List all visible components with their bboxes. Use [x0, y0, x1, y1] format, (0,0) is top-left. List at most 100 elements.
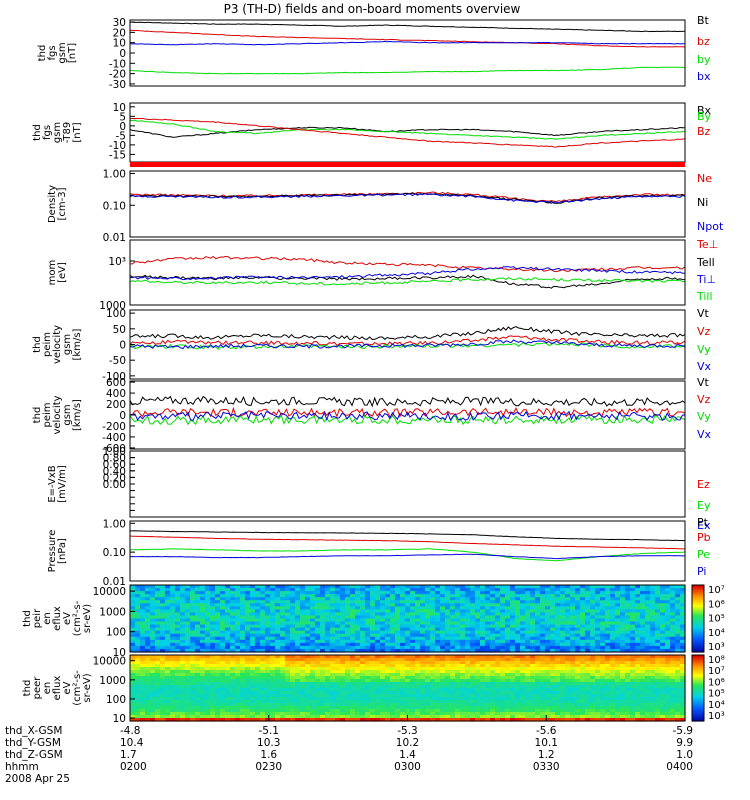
spectrogram-cell [450, 630, 456, 635]
spectrogram-cell [480, 603, 486, 607]
spectrogram-cell [595, 673, 601, 677]
spectrogram-cell [340, 682, 346, 686]
spectrogram-cell [475, 627, 481, 632]
spectrogram-cell [240, 621, 246, 626]
spectrogram-cell [370, 682, 376, 686]
spectrogram-cell [305, 664, 311, 668]
spectrogram-cell [630, 609, 636, 614]
spectrogram-cell [460, 676, 466, 680]
spectrogram-cell [210, 712, 216, 716]
spectrogram-cell [655, 670, 661, 674]
colorbar-segment [692, 635, 704, 638]
spectrogram-cell [395, 700, 401, 704]
spectrogram-cell [460, 624, 466, 629]
spectrogram-cell [590, 585, 596, 589]
spectrogram-cell [295, 597, 301, 601]
spectrogram-cell [405, 673, 411, 677]
spectrogram-cell [300, 603, 306, 607]
spectrogram-cell [390, 655, 396, 659]
spectrogram-cell [325, 597, 331, 601]
spectrogram-cell [435, 636, 441, 641]
spectrogram-cell [235, 642, 241, 647]
spectrogram-cell [435, 609, 441, 614]
spectrogram-cell [670, 648, 676, 653]
spectrogram-cell [250, 606, 256, 610]
spectrogram-cell [150, 685, 156, 689]
spectrogram-cell [490, 624, 496, 629]
spectrogram-cell [135, 636, 141, 641]
spectrogram-cell [680, 636, 686, 641]
spectrogram-cell [670, 691, 676, 695]
spectrogram-cell [275, 606, 281, 610]
spectrogram-cell [470, 658, 476, 662]
spectrogram-cell [420, 661, 426, 665]
spectrogram-cell [265, 603, 271, 607]
spectrogram-cell [185, 645, 191, 650]
spectrogram-cell [525, 606, 531, 610]
spectrogram-cell [260, 603, 266, 607]
spectrogram-cell [600, 667, 606, 671]
spectrogram-cell [310, 585, 316, 589]
spectrogram-cell [500, 691, 506, 695]
spectrogram-cell [570, 636, 576, 641]
colorbar-segment [692, 606, 704, 610]
spectrogram-cell [400, 600, 406, 604]
spectrogram-cell [210, 685, 216, 689]
spectrogram-cell [465, 661, 471, 665]
spectrogram-cell [475, 670, 481, 674]
spectrogram-cell [595, 648, 601, 653]
spectrogram-cell [625, 706, 631, 710]
spectrogram-cell [275, 645, 281, 650]
spectrogram-cell [175, 661, 181, 665]
spectrogram-cell [445, 694, 451, 698]
spectrogram-cell [545, 648, 551, 653]
spectrogram-cell [605, 627, 611, 632]
spectrogram-cell [245, 676, 251, 680]
spectrogram-cell [160, 700, 166, 704]
spectrogram-cell [580, 661, 586, 665]
spectrogram-cell [280, 673, 286, 677]
spectrogram-cell [510, 670, 516, 674]
spectrogram-cell [360, 600, 366, 604]
spectrogram-cell [375, 682, 381, 686]
spectrogram-cell [525, 673, 531, 677]
spectrogram-cell [600, 648, 606, 653]
spectrogram-cell [325, 667, 331, 671]
spectrogram-cell [570, 588, 576, 592]
spectrogram-cell [535, 691, 541, 695]
spectrogram-cell [605, 594, 611, 598]
spectrogram-cell [285, 606, 291, 610]
spectrogram-cell [575, 603, 581, 607]
spectrogram-cell [345, 676, 351, 680]
spectrogram-cell [155, 603, 161, 607]
spectrogram-cell [215, 715, 221, 719]
spectrogram-cell [235, 679, 241, 683]
spectrogram-cell [615, 658, 621, 662]
spectrogram-cell [615, 636, 621, 641]
spectrogram-cell [495, 679, 501, 683]
spectrogram-cell [165, 612, 171, 617]
legend-label: Vt [697, 307, 710, 320]
spectrogram-cell [505, 648, 511, 653]
spectrogram-cell [365, 642, 371, 647]
spectrogram-cell [550, 645, 556, 650]
spectrogram-cell [575, 585, 581, 589]
spectrogram-cell [285, 655, 291, 659]
spectrogram-cell [235, 594, 241, 598]
spectrogram-cell [540, 676, 546, 680]
spectrogram-cell [280, 658, 286, 662]
spectrogram-cell [510, 673, 516, 677]
spectrogram-cell [645, 676, 651, 680]
spectrogram-cell [555, 597, 561, 601]
spectrogram-cell [305, 712, 311, 716]
spectrogram-cell [450, 639, 456, 644]
spectrogram-cell [185, 661, 191, 665]
spectrogram-cell [330, 694, 336, 698]
spectrogram-cell [300, 661, 306, 665]
spectrogram-cell [195, 591, 201, 595]
spectrogram-cell [655, 700, 661, 704]
spectrogram-cell [465, 685, 471, 689]
spectrogram-cell [230, 627, 236, 632]
spectrogram-cell [310, 688, 316, 692]
spectrogram-cell [630, 679, 636, 683]
